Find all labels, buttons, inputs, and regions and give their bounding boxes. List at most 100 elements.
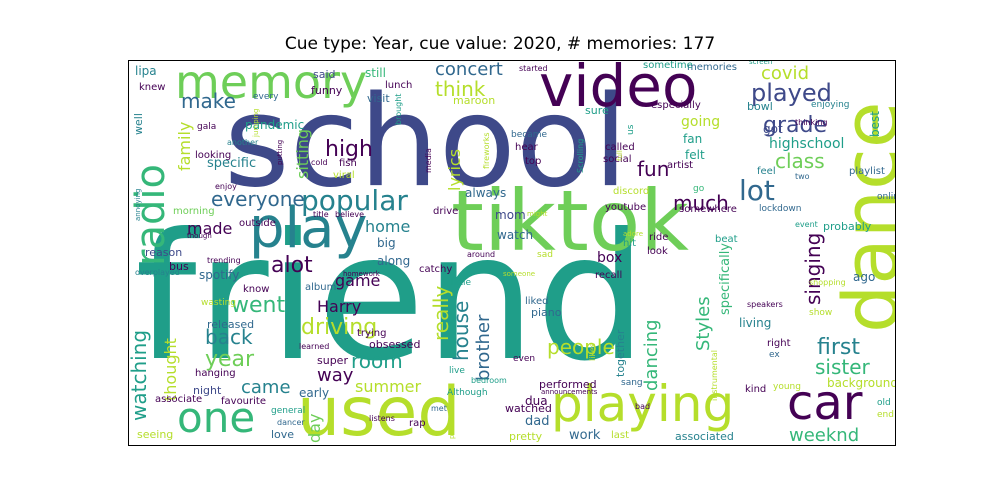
word-day: day <box>305 413 324 443</box>
word-media: media <box>424 148 433 173</box>
word-met: met <box>431 404 447 413</box>
word-bowl: bowl <box>747 100 773 113</box>
word-learned: learned <box>299 342 330 351</box>
word-first: first <box>817 335 860 360</box>
word-way: way <box>317 365 354 386</box>
word-title: title <box>313 210 329 219</box>
word-work: work <box>569 428 601 443</box>
word-sister: sister <box>815 355 870 379</box>
word-enjoy: enjoy <box>215 182 237 191</box>
word-jumping: jumping <box>252 108 260 137</box>
word-class: class <box>775 149 825 173</box>
word-background: background <box>827 376 896 390</box>
word-associated: associated <box>675 430 734 443</box>
word-believe: believe <box>335 210 365 219</box>
word-everyone: everyone <box>211 187 305 211</box>
word-although: Although <box>447 388 488 398</box>
word-liked: liked <box>525 296 549 307</box>
word-box: box <box>597 250 623 266</box>
word-drive: drive <box>433 206 459 217</box>
word-scrolling: Scrolling <box>576 138 585 173</box>
word-specifically: specifically <box>718 242 733 315</box>
word-room: room <box>351 349 403 373</box>
word-looking: looking <box>195 150 232 161</box>
word-ex: ex <box>769 350 780 360</box>
word-shopping: shopping <box>809 278 846 287</box>
word-went: went <box>231 293 286 318</box>
word-popular: popular <box>301 184 408 217</box>
word-hanging: hanging <box>195 368 236 379</box>
word-lunch: lunch <box>385 80 413 91</box>
word-cloud-panel: friend school tiktok dance used video pl… <box>128 60 896 446</box>
word-seeing: seeing <box>137 428 174 441</box>
word-together: together <box>614 329 627 377</box>
word-best: best <box>868 111 882 137</box>
word-discord: discord <box>613 186 650 197</box>
word-watching: watching <box>128 329 151 421</box>
word-album: album <box>305 282 337 293</box>
word-harry: Harry <box>317 297 362 316</box>
word-two: two <box>795 172 810 181</box>
word-night: night <box>193 384 222 397</box>
word-every: every <box>253 92 279 102</box>
word-know: know <box>243 284 270 295</box>
word-people: people <box>547 335 615 359</box>
word-driving: driving <box>301 315 378 340</box>
word-styles: Styles <box>693 296 714 351</box>
word-big: big <box>377 236 396 250</box>
word-still: still <box>365 66 386 80</box>
word-screen: screen <box>749 60 773 66</box>
word-knew: knew <box>139 82 166 93</box>
word-memories: memories <box>687 62 738 73</box>
word-memory: memory <box>175 60 368 109</box>
word-general: general <box>271 406 306 416</box>
word-super: super <box>317 354 348 367</box>
chart-title: Cue type: Year, cue value: 2020, # memor… <box>284 34 716 54</box>
word-reason: reason <box>145 246 183 259</box>
word-home: home <box>365 217 411 236</box>
word-around: around <box>467 250 496 259</box>
word-person: person <box>448 415 456 439</box>
word-somewhere: somewhere <box>679 204 737 215</box>
word-playlist: playlist <box>849 166 885 177</box>
word-really: really <box>429 285 453 341</box>
word-fireworks: fireworks <box>482 132 491 169</box>
word-end: end <box>877 410 894 420</box>
word-beat: beat <box>715 234 738 245</box>
word-outside: outside <box>239 218 276 229</box>
word-grade: grade <box>763 113 827 138</box>
word-singing: singing <box>801 232 825 305</box>
word-speakers: speakers <box>747 300 783 309</box>
word-summer: summer <box>355 377 422 396</box>
word-school: school <box>224 68 628 215</box>
word-lot: lot <box>739 174 775 207</box>
word-said: said <box>313 68 336 81</box>
word-last: last <box>611 430 630 441</box>
word-watch: watch <box>497 228 534 242</box>
word-alot: alot <box>271 253 313 278</box>
word-going: going <box>681 114 721 130</box>
word-thinking: thinking <box>795 118 828 127</box>
word-brought: brought <box>394 93 403 125</box>
word-look: look <box>647 246 668 257</box>
word-event: event <box>795 220 818 229</box>
word-feel: feel <box>757 166 776 177</box>
word-back: back <box>205 325 253 349</box>
word-felt: felt <box>685 148 705 162</box>
word-sad: sad <box>537 250 553 260</box>
word-social: social <box>603 154 632 165</box>
word-favourite: favourite <box>221 396 266 407</box>
word-hear: hear <box>515 142 538 153</box>
word-ride: ride <box>649 232 669 243</box>
word-weeknd: weeknd <box>789 425 860 446</box>
word-think: think <box>435 77 486 101</box>
word-probably: probably <box>823 220 872 233</box>
word-sitting: sitting <box>293 128 312 179</box>
word-playing: playing <box>551 375 735 433</box>
word-adore: adore <box>623 230 644 238</box>
word-sometime: sometime <box>643 60 693 71</box>
word-play: play <box>249 196 368 261</box>
word-especially: especially <box>651 100 701 111</box>
word-bad: bad <box>635 402 651 411</box>
word-gala: gala <box>197 122 217 132</box>
